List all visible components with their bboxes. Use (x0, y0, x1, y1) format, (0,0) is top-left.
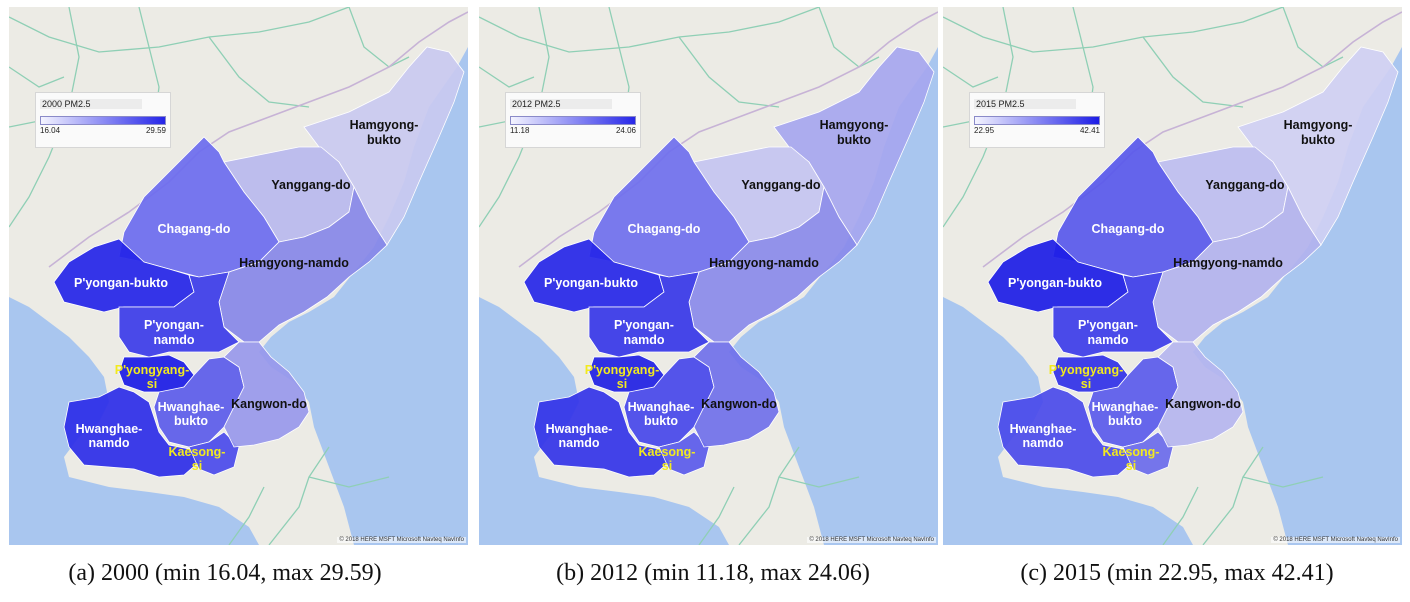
caption-2000: (a) 2000 (min 16.04, max 29.59) (68, 560, 382, 586)
region-label-hamgyong-namdo: Hamgyong-namdo (709, 256, 819, 270)
region-label-hamgyong-bukto: Hamgyong-bukto (350, 118, 419, 147)
choropleth-map: Hamgyong-bukto Yanggang-do Chagang-do Hamgy… (479, 7, 938, 545)
region-label-pyongyang-si: P'yongyang-si (1049, 363, 1124, 391)
road-line (738, 446, 800, 545)
region-label-hwanghae-bukto: Hwanghae-bukto (1092, 400, 1159, 428)
legend-max: 29.59 (145, 126, 166, 135)
color-legend: 2012 PM2.5 11.18 24.06 (505, 92, 641, 148)
west-sea (479, 297, 729, 545)
road-line (228, 486, 265, 545)
region-label-hwanghae-bukto: Hwanghae-bukto (158, 400, 225, 428)
legend-max: 42.41 (1079, 126, 1100, 135)
region-label-pyongan-namdo: P'yongan-namdo (144, 318, 204, 347)
region-pyongan-namdo (1052, 271, 1174, 358)
region-label-pyongyang-si: P'yongyang-si (115, 363, 190, 391)
region-label-kangwon-do: Kangwon-do (231, 397, 307, 411)
region-label-hamgyong-bukto: Hamgyong-bukto (820, 118, 889, 147)
road-line (1162, 486, 1199, 545)
color-legend: 2000 PM2.5 16.04 29.59 (35, 92, 171, 148)
region-label-hamgyong-namdo: Hamgyong-namdo (1173, 256, 1283, 270)
region-label-pyongan-namdo: P'yongan-namdo (614, 318, 674, 347)
legend-min: 11.18 (510, 126, 530, 135)
road-line (1282, 7, 1344, 68)
legend-gradient-bar (510, 116, 636, 125)
road-line (943, 66, 999, 88)
map-panel-2012: Hamgyong-bukto Yanggang-do Chagang-do Hamgy… (479, 7, 938, 545)
legend-title: 2012 PM2.5 (510, 99, 612, 109)
region-kaesong-si (658, 431, 710, 476)
country-border (48, 11, 468, 268)
region-label-pyongyang-si: P'yongyang-si (585, 363, 660, 391)
map-attribution: © 2018 HERE MSFT Microsoft Navteq NavInf… (807, 537, 936, 543)
color-legend: 2015 PM2.5 22.95 42.41 (969, 92, 1105, 148)
legend-title: 2015 PM2.5 (974, 99, 1076, 109)
region-kangwon-do (1157, 341, 1244, 448)
road-line (308, 476, 390, 488)
region-label-hamgyong-bukto: Hamgyong-bukto (1284, 118, 1353, 147)
region-label-hwanghae-namdo: Hwanghae-namdo (76, 422, 143, 450)
legend-min: 16.04 (40, 126, 61, 135)
region-label-chagang-do: Chagang-do (158, 222, 231, 236)
region-label-chagang-do: Chagang-do (1092, 222, 1165, 236)
road-line (1242, 476, 1324, 488)
road-line (818, 7, 880, 68)
region-label-pyongan-bukto: P'yongan-bukto (1008, 276, 1102, 290)
road-line (943, 7, 1284, 53)
region-label-hwanghae-namdo: Hwanghae-namdo (1010, 422, 1077, 450)
country-border (518, 11, 938, 268)
road-line (1142, 36, 1244, 108)
region-label-hwanghae-namdo: Hwanghae-namdo (546, 422, 613, 450)
region-label-yanggang-do: Yanggang-do (741, 178, 821, 192)
road-line (9, 66, 65, 88)
road-line (678, 36, 780, 108)
region-kaesong-si (1122, 431, 1174, 476)
road-line (698, 486, 735, 545)
west-sea (9, 297, 259, 545)
region-kangwon-do (223, 341, 310, 448)
map-panel-2000: Hamgyong-bukto Yanggang-do Chagang-do Hamgy… (9, 7, 468, 545)
region-kaesong-si (188, 431, 240, 476)
region-label-pyongan-namdo: P'yongan-namdo (1078, 318, 1138, 347)
region-label-kangwon-do: Kangwon-do (1165, 397, 1241, 411)
map-attribution: © 2018 HERE MSFT Microsoft Navteq NavInf… (337, 537, 466, 543)
region-label-hamgyong-namdo: Hamgyong-namdo (239, 256, 349, 270)
road-line (348, 7, 410, 68)
road-line (778, 476, 860, 488)
caption-2012: (b) 2012 (min 11.18, max 24.06) (556, 560, 870, 586)
region-label-hwanghae-bukto: Hwanghae-bukto (628, 400, 695, 428)
road-line (268, 446, 330, 545)
legend-max: 24.06 (615, 126, 636, 135)
region-label-pyongan-bukto: P'yongan-bukto (74, 276, 168, 290)
legend-min: 22.95 (974, 126, 995, 135)
road-line (9, 7, 350, 53)
legend-gradient-bar (40, 116, 166, 125)
region-kangwon-do (693, 341, 780, 448)
legend-title: 2000 PM2.5 (40, 99, 142, 109)
choropleth-map: Hamgyong-bukto Yanggang-do Chagang-do Hamgy… (9, 7, 468, 545)
region-label-kaesong-si: Kaesong-si (1103, 445, 1160, 473)
region-label-pyongan-bukto: P'yongan-bukto (544, 276, 638, 290)
road-line (1202, 446, 1264, 545)
region-label-yanggang-do: Yanggang-do (1205, 178, 1285, 192)
choropleth-map: Hamgyong-bukto Yanggang-do Chagang-do Hamgy… (943, 7, 1402, 545)
region-label-yanggang-do: Yanggang-do (271, 178, 351, 192)
region-pyongan-namdo (118, 271, 240, 358)
region-pyongan-namdo (588, 271, 710, 358)
country-border (982, 11, 1402, 268)
caption-2015: (c) 2015 (min 22.95, max 42.41) (1020, 560, 1334, 586)
west-sea (943, 297, 1193, 545)
region-label-kaesong-si: Kaesong-si (169, 445, 226, 473)
road-line (208, 36, 310, 108)
road-line (479, 66, 535, 88)
map-panel-2015: Hamgyong-bukto Yanggang-do Chagang-do Hamgy… (943, 7, 1402, 545)
road-line (479, 7, 820, 53)
legend-gradient-bar (974, 116, 1100, 125)
map-attribution: © 2018 HERE MSFT Microsoft Navteq NavInf… (1271, 537, 1400, 543)
region-label-kaesong-si: Kaesong-si (639, 445, 696, 473)
region-label-chagang-do: Chagang-do (628, 222, 701, 236)
region-label-kangwon-do: Kangwon-do (701, 397, 777, 411)
